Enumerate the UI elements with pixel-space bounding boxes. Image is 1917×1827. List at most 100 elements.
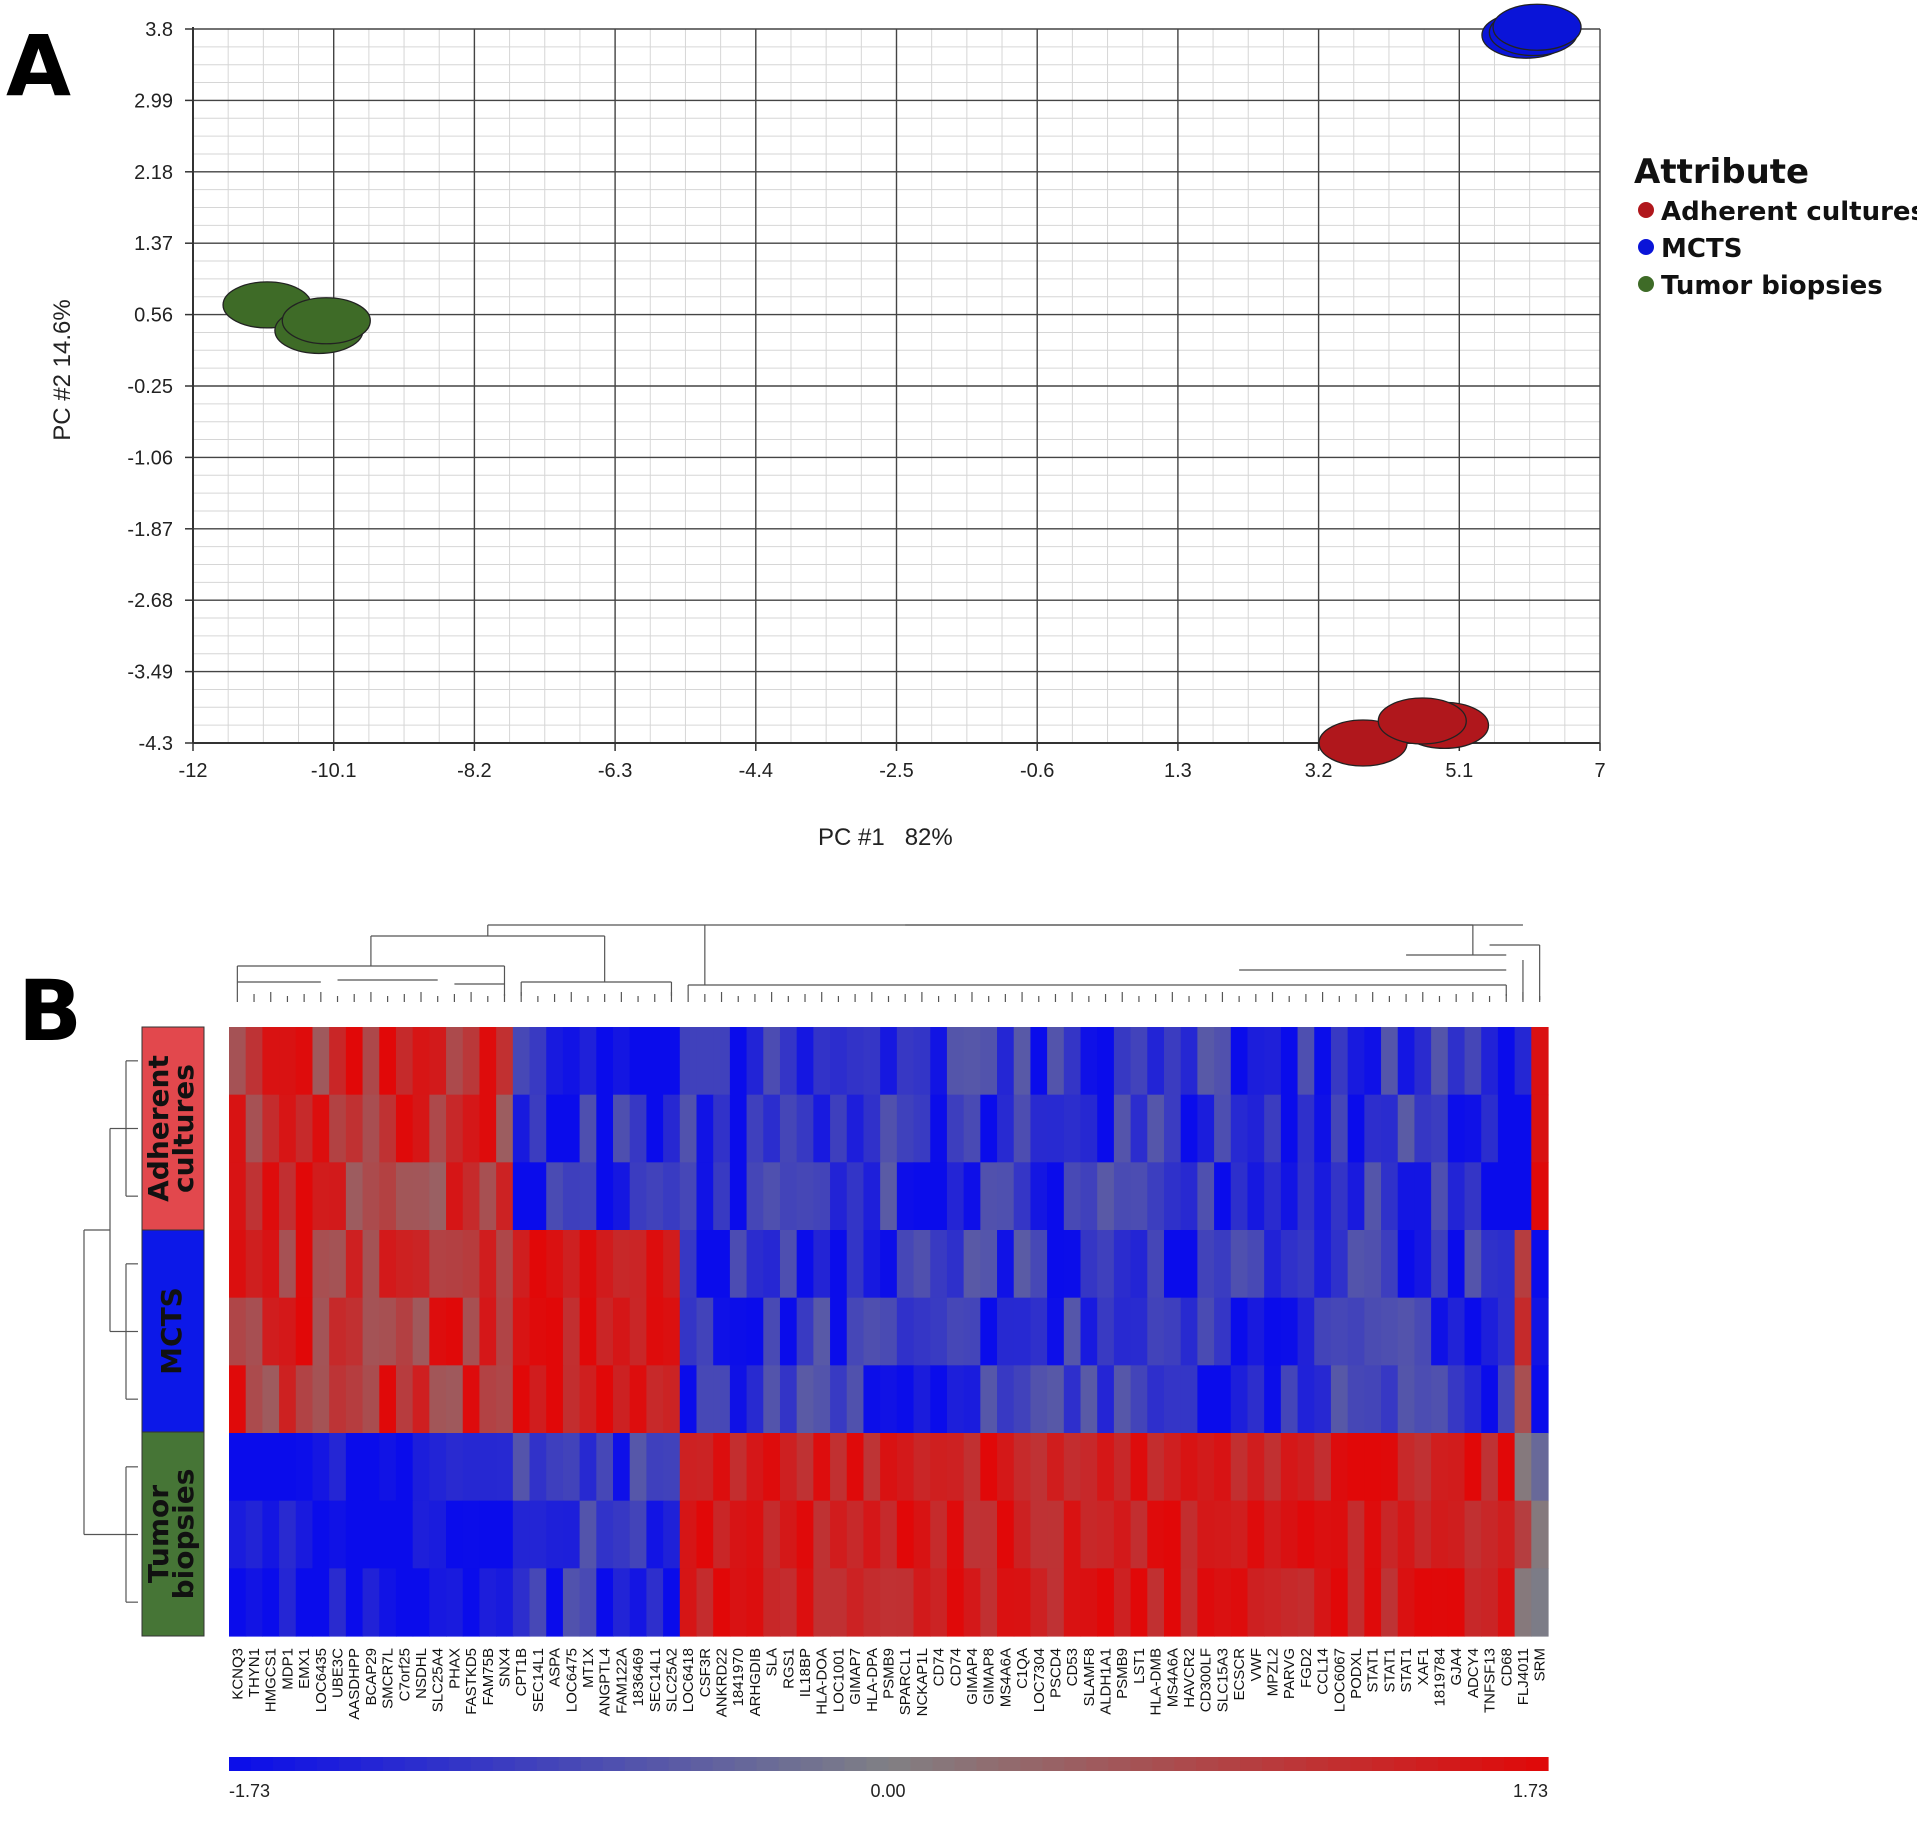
colorbar-segment (1284, 1757, 1307, 1771)
heatmap-cell (913, 1297, 931, 1366)
heatmap-cell (1130, 1568, 1148, 1637)
heatmap-cell (546, 1568, 564, 1637)
heatmap-cell (1230, 1027, 1249, 1096)
heatmap-cell (1180, 1365, 1198, 1434)
legend-item-mcts: MCTS (1661, 234, 1742, 264)
y-tick-label: -4.3 (139, 733, 173, 755)
heatmap-cell (1197, 1365, 1215, 1434)
heatmap-cell (1464, 1365, 1482, 1434)
heatmap-cell (1264, 1568, 1282, 1637)
heatmap-cell (295, 1230, 314, 1299)
heatmap-cell (997, 1027, 1015, 1096)
heatmap-cell (479, 1297, 497, 1366)
heatmap-cell (779, 1297, 798, 1366)
heatmap-cell (546, 1094, 564, 1163)
heatmap-cell (613, 1230, 631, 1299)
heatmap-cell (1414, 1433, 1432, 1502)
gene-label: PSMB9 (881, 1648, 898, 1699)
gene-label: SEC14L1 (530, 1648, 547, 1712)
heatmap-cell (1264, 1094, 1282, 1163)
gene-label: MPZL2 (1265, 1648, 1282, 1696)
heatmap-cell (412, 1433, 430, 1502)
heatmap-cell (1063, 1027, 1082, 1096)
heatmap-cell (1013, 1568, 1032, 1637)
heatmap-cell (1247, 1433, 1265, 1502)
heatmap-cell (1514, 1094, 1532, 1163)
column-dendrogram (236, 924, 1541, 1002)
heatmap-cell (1163, 1365, 1182, 1434)
gene-label: ANGPTL4 (597, 1648, 614, 1716)
colorbar-max-label: 1.73 (1513, 1781, 1548, 1801)
heatmap-cell (429, 1365, 447, 1434)
colorbar-segment (360, 1757, 384, 1771)
heatmap-cell (1013, 1027, 1032, 1096)
heatmap-cell (930, 1568, 948, 1637)
colorbar-segment (668, 1757, 692, 1771)
heatmap-cell (646, 1027, 664, 1096)
heatmap-cell (880, 1094, 898, 1163)
heatmap-cell (746, 1162, 764, 1231)
heatmap-cell (1097, 1027, 1115, 1096)
heatmap-cell (379, 1365, 397, 1434)
gene-label: KCNQ3 (229, 1648, 246, 1700)
heatmap-cell (1147, 1568, 1165, 1637)
heatmap-cell (796, 1297, 814, 1366)
heatmap-cell (980, 1568, 998, 1637)
heatmap-cell (362, 1297, 380, 1366)
heatmap-cell (830, 1433, 848, 1502)
legend-item-tumor: Tumor biopsies (1661, 271, 1883, 301)
heatmap-cell (1147, 1500, 1165, 1569)
heatmap-cell (1130, 1500, 1148, 1569)
colorbar-segment (1042, 1757, 1065, 1771)
heatmap-cell (262, 1027, 280, 1096)
heatmap-cell (1330, 1094, 1349, 1163)
heatmap-cell (1314, 1500, 1332, 1569)
heatmap-cell (913, 1027, 931, 1096)
heatmap-cell (1030, 1433, 1048, 1502)
gene-label: HLA-DPA (864, 1648, 881, 1712)
heatmap-cell (980, 1027, 998, 1096)
heatmap-cell (696, 1297, 714, 1366)
heatmap-cell (329, 1094, 347, 1163)
heatmap-cell (997, 1433, 1015, 1502)
colorbar-segment (229, 1757, 252, 1771)
heatmap-cell (946, 1027, 965, 1096)
heatmap-cell (1113, 1297, 1132, 1366)
heatmap-cell (229, 1433, 247, 1502)
heatmap-cell (429, 1094, 447, 1163)
gene-label: CD300LF (1198, 1648, 1215, 1712)
heatmap-cell (629, 1568, 648, 1637)
gene-label: MS4A6A (1164, 1648, 1181, 1707)
colorbar-segment (690, 1757, 714, 1771)
heatmap-cell (262, 1568, 280, 1637)
gene-label: STAT1 (1381, 1648, 1398, 1692)
heatmap-cell (846, 1297, 865, 1366)
heatmap-cell (1130, 1433, 1148, 1502)
heatmap-cell (1514, 1162, 1532, 1231)
heatmap-cell (913, 1568, 931, 1637)
heatmap-cell (1347, 1568, 1365, 1637)
heatmap-cell (562, 1365, 581, 1434)
colorbar-segment (492, 1757, 516, 1771)
heatmap-cell (1214, 1365, 1232, 1434)
heatmap-cell (1097, 1094, 1115, 1163)
colorbar-segment (734, 1757, 758, 1771)
heatmap-cell (1447, 1433, 1466, 1502)
heatmap-cell (345, 1297, 364, 1366)
heatmap-cell (1314, 1094, 1332, 1163)
heatmap-cell (229, 1162, 247, 1231)
heatmap-cell (1080, 1230, 1098, 1299)
heatmap-cell (1063, 1568, 1082, 1637)
heatmap-cell (679, 1500, 698, 1569)
heatmap-cell (1464, 1162, 1482, 1231)
gene-label: GIMAP8 (981, 1648, 998, 1705)
heatmap-cell (830, 1297, 848, 1366)
heatmap-cell (279, 1500, 297, 1569)
heatmap-cell (1163, 1568, 1182, 1637)
heatmap-cell (629, 1027, 648, 1096)
heatmap-cell (245, 1568, 263, 1637)
group-label: Tumor (142, 1485, 175, 1583)
heatmap-cell (312, 1094, 330, 1163)
gene-label: STAT1 (1365, 1648, 1382, 1692)
heatmap-cell (1381, 1094, 1399, 1163)
